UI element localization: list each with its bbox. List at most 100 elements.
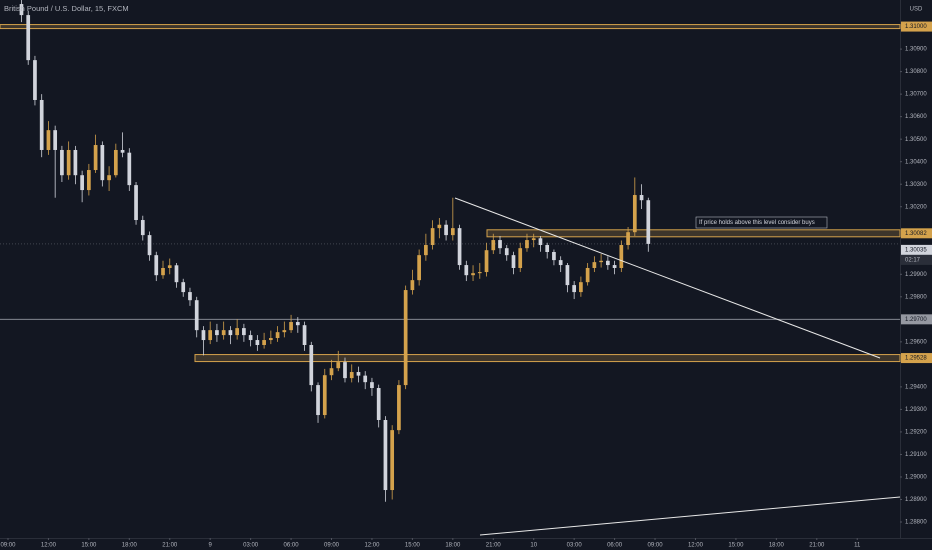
candle-body: [19, 4, 24, 16]
candle-body: [525, 240, 529, 249]
candle-body: [477, 272, 482, 274]
candle-body: [147, 235, 152, 256]
candle-body: [437, 224, 442, 229]
candle-body: [403, 290, 408, 386]
candle-body: [552, 251, 556, 261]
trend-line: [479, 496, 901, 536]
candle-body: [632, 195, 637, 233]
candle-body: [518, 248, 523, 268]
candle-body: [100, 145, 105, 181]
x-tick-label: 15:00: [728, 543, 744, 549]
candle-body: [26, 15, 31, 61]
x-tick-label: 06:00: [284, 543, 300, 549]
x-tick-label: 15:00: [81, 543, 97, 549]
y-tick-label: 1.30600: [905, 114, 927, 120]
y-tick-label: 1.30900: [905, 47, 927, 53]
x-tick-label: 06:00: [607, 543, 623, 549]
candle-body: [53, 130, 58, 150]
y-tick-label: 1.30800: [905, 69, 927, 75]
candle-body: [161, 267, 165, 276]
candle-body: [390, 430, 395, 491]
candle-body: [66, 149, 71, 176]
candle-body: [619, 245, 624, 268]
y-tick-label: 1.30400: [905, 159, 927, 165]
x-tick-label: 21:00: [809, 543, 825, 549]
candle-body: [343, 362, 347, 379]
currency: USD: [910, 7, 923, 13]
y-tick-label: 1.30500: [905, 137, 927, 143]
candle-body: [599, 260, 603, 263]
candle-body: [363, 375, 368, 383]
x-tick-label: 11: [854, 543, 861, 549]
countdown: 02:17: [905, 257, 921, 263]
level-label-box: [901, 314, 932, 325]
candle-body: [134, 185, 138, 221]
x-tick-label: 09:00: [324, 543, 340, 549]
candle-body: [282, 330, 287, 333]
candle-body: [410, 280, 415, 291]
candle-body: [397, 385, 401, 431]
y-tick-label: 1.29300: [905, 407, 927, 413]
candle-body: [545, 245, 550, 252]
candle-body: [383, 419, 388, 491]
y-tick-label: 1.29200: [905, 430, 927, 436]
candle-body: [572, 285, 577, 293]
candle-body: [302, 325, 307, 346]
candle-body: [46, 130, 51, 150]
candle-body: [444, 224, 448, 236]
candle-body: [558, 260, 563, 266]
x-tick-label: 18:00: [769, 543, 785, 549]
candle-body: [605, 260, 610, 266]
candle-body: [491, 240, 496, 251]
last-price-label: 1.30035: [905, 247, 927, 253]
x-tick-label: 09:00: [0, 543, 16, 549]
candle-body: [626, 232, 630, 246]
candle-body: [242, 328, 246, 336]
candle-body: [167, 265, 172, 268]
candle-body: [208, 330, 213, 341]
candle-body: [538, 238, 543, 246]
y-tick-label: 1.29000: [905, 475, 927, 481]
x-tick-label: 12:00: [364, 543, 380, 549]
candle-body: [188, 292, 192, 301]
candle-body: [221, 330, 226, 336]
level-label-box: [901, 353, 932, 364]
candle-body: [336, 362, 341, 369]
level-label: 1.29528: [905, 356, 927, 362]
candle-body: [349, 372, 354, 379]
candle-body: [295, 322, 300, 326]
candle-body: [450, 228, 455, 236]
x-tick-label: 12:00: [41, 543, 57, 549]
candle-body: [262, 340, 266, 346]
x-tick-label: 03:00: [243, 543, 259, 549]
y-tick-label: 1.29600: [905, 339, 927, 345]
candle-body: [113, 149, 118, 176]
candle-body: [565, 265, 570, 286]
x-tick-label: 21:00: [486, 543, 502, 549]
y-tick-label: 1.29100: [905, 452, 927, 458]
candle-body: [33, 60, 37, 100]
candle-body: [504, 248, 509, 256]
x-tick-label: 12:00: [688, 543, 704, 549]
candle-body: [87, 170, 91, 191]
candle-body: [93, 145, 98, 171]
x-tick-label: 03:00: [567, 543, 583, 549]
candle-body: [612, 265, 617, 268]
annotation-box: [695, 216, 828, 229]
x-tick-label: 9: [209, 543, 213, 549]
y-tick-label: 1.29400: [905, 384, 927, 390]
candle-body: [194, 300, 199, 331]
candle-body: [127, 152, 132, 186]
y-tick-label: 1.28900: [905, 497, 927, 503]
candle-body: [457, 228, 462, 266]
candle-body: [471, 273, 475, 276]
candle-body: [201, 330, 206, 341]
candle-body: [255, 340, 260, 346]
candle-body: [376, 388, 381, 420]
level-label: 1.31000: [905, 24, 927, 30]
candle-body: [585, 267, 590, 283]
y-tick-label: 1.29900: [905, 272, 927, 278]
candle-body: [174, 265, 179, 283]
level-band: [194, 354, 901, 363]
